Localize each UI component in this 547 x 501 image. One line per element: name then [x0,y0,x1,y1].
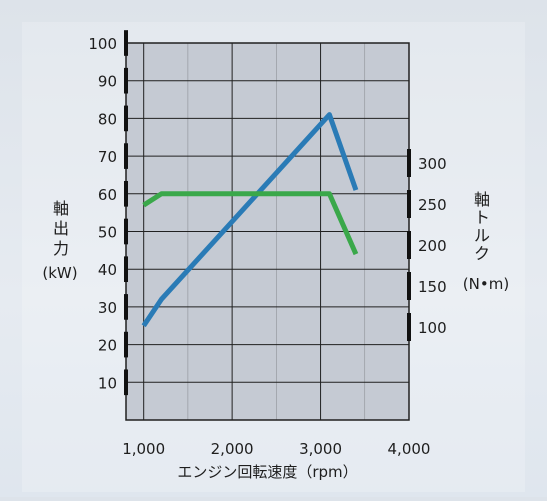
series-line-0 [141,112,359,328]
right-axis-unit: (N•m) [463,275,509,293]
left-axis-title-char: 軸 [53,199,69,218]
left-axis-title-char: 出 [53,219,69,238]
left-tick-label: 80 [98,110,117,128]
left-tick-label: 10 [98,374,117,392]
right-tick-label: 300 [418,155,447,173]
right-tick-label: 250 [418,196,447,214]
left-tick-label: 30 [98,299,117,317]
x-tick-label: 2,000 [211,440,254,458]
right-axis-title-char: ル [474,226,490,245]
right-axis-title-char: ク [474,244,490,263]
left-axis-title-char: 力 [53,239,69,258]
labels: 10 20 30 40 50 60 70 80 90 100 300 250 200 150 100 1,00… [42,35,509,481]
left-tick-label: 40 [98,261,117,279]
right-tick-label: 150 [418,278,447,296]
left-tick-label: 20 [98,337,117,355]
axes [124,30,411,421]
left-tick-label: 60 [98,186,117,204]
right-axis-title-char: ト [474,208,490,227]
left-tick-label: 50 [98,224,117,242]
series-line-1 [142,191,359,256]
right-tick-label: 100 [418,319,447,337]
x-tick-label: 4,000 [388,440,431,458]
left-tick-label: 70 [98,148,117,166]
x-tick-label: 1,000 [122,440,165,458]
x-axis-title: エンジン回転速度（rpm） [177,463,357,481]
x-tick-label: 3,000 [299,440,342,458]
left-axis-unit: (kW) [42,264,77,282]
left-tick-label: 90 [98,73,117,91]
series-lines [141,112,359,328]
right-tick-label: 200 [418,237,447,255]
left-tick-label: 100 [88,35,117,53]
right-axis-title-char: 軸 [474,190,490,209]
